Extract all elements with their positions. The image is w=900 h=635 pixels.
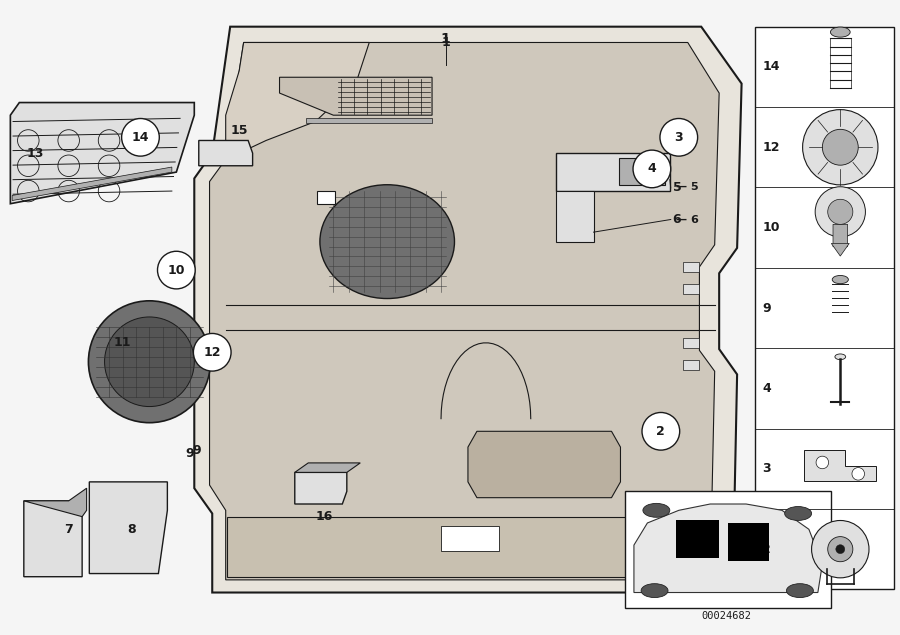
Ellipse shape: [320, 185, 454, 298]
Bar: [625, 491, 832, 608]
Polygon shape: [468, 431, 620, 498]
Text: — 6: — 6: [676, 215, 699, 225]
Polygon shape: [23, 501, 82, 577]
Polygon shape: [280, 77, 432, 115]
Polygon shape: [556, 191, 594, 242]
Circle shape: [660, 119, 698, 156]
Circle shape: [815, 187, 866, 237]
Text: 10: 10: [167, 264, 185, 277]
Ellipse shape: [785, 507, 812, 521]
Bar: [441, 526, 500, 551]
Text: 9: 9: [193, 444, 202, 457]
Polygon shape: [805, 450, 877, 481]
Text: 10: 10: [762, 221, 779, 234]
Text: — 5: — 5: [676, 182, 698, 192]
Circle shape: [122, 119, 159, 156]
Circle shape: [158, 251, 195, 289]
Text: 7: 7: [64, 523, 73, 536]
Circle shape: [803, 110, 878, 185]
Polygon shape: [306, 117, 432, 123]
Ellipse shape: [832, 276, 849, 284]
Text: 12: 12: [762, 141, 779, 154]
Bar: [317, 191, 335, 204]
Text: 6: 6: [672, 213, 681, 226]
Text: 3: 3: [674, 131, 683, 144]
Circle shape: [88, 301, 211, 423]
FancyBboxPatch shape: [833, 224, 848, 247]
Text: 12: 12: [203, 346, 221, 359]
Polygon shape: [295, 463, 360, 472]
Polygon shape: [634, 504, 823, 592]
Bar: [683, 360, 699, 370]
Circle shape: [812, 521, 869, 578]
Polygon shape: [618, 158, 665, 185]
Circle shape: [823, 130, 859, 165]
Text: 14: 14: [762, 60, 779, 74]
Circle shape: [816, 456, 829, 469]
Text: 4: 4: [762, 382, 771, 395]
Bar: [683, 262, 699, 272]
Polygon shape: [228, 517, 708, 577]
Text: 14: 14: [131, 131, 149, 144]
Ellipse shape: [831, 27, 850, 37]
Polygon shape: [11, 102, 194, 204]
Bar: [676, 520, 719, 558]
Bar: [683, 284, 699, 294]
Text: 2: 2: [762, 543, 771, 556]
Bar: [683, 338, 699, 348]
Text: 9: 9: [762, 302, 771, 314]
Ellipse shape: [787, 584, 814, 598]
Ellipse shape: [835, 354, 846, 359]
Circle shape: [642, 413, 680, 450]
Polygon shape: [832, 243, 850, 256]
Text: 1: 1: [441, 32, 450, 46]
Circle shape: [104, 317, 194, 406]
Circle shape: [828, 199, 853, 224]
Text: 3: 3: [762, 462, 771, 475]
Ellipse shape: [641, 584, 668, 598]
Circle shape: [836, 545, 845, 554]
Polygon shape: [23, 488, 86, 517]
Polygon shape: [89, 482, 167, 573]
Text: 9: 9: [185, 447, 194, 460]
Text: 13: 13: [26, 147, 44, 159]
Text: 16: 16: [316, 510, 333, 523]
Text: 11: 11: [114, 337, 131, 349]
Bar: [728, 523, 769, 561]
Text: 00024682: 00024682: [701, 611, 752, 621]
Polygon shape: [295, 472, 346, 504]
Circle shape: [828, 537, 853, 562]
Polygon shape: [194, 27, 742, 592]
Polygon shape: [210, 43, 719, 580]
Ellipse shape: [643, 504, 670, 518]
Circle shape: [194, 333, 231, 371]
Text: 2: 2: [656, 425, 665, 438]
Text: 1: 1: [441, 36, 450, 49]
Text: 8: 8: [127, 523, 136, 536]
Circle shape: [852, 467, 865, 480]
Polygon shape: [13, 167, 172, 201]
Bar: [755, 27, 894, 589]
Polygon shape: [199, 140, 253, 166]
Polygon shape: [226, 43, 369, 159]
Text: 15: 15: [230, 124, 248, 138]
Polygon shape: [556, 153, 670, 191]
Text: 4: 4: [647, 163, 656, 175]
Circle shape: [633, 150, 670, 188]
Text: 5: 5: [672, 182, 681, 194]
